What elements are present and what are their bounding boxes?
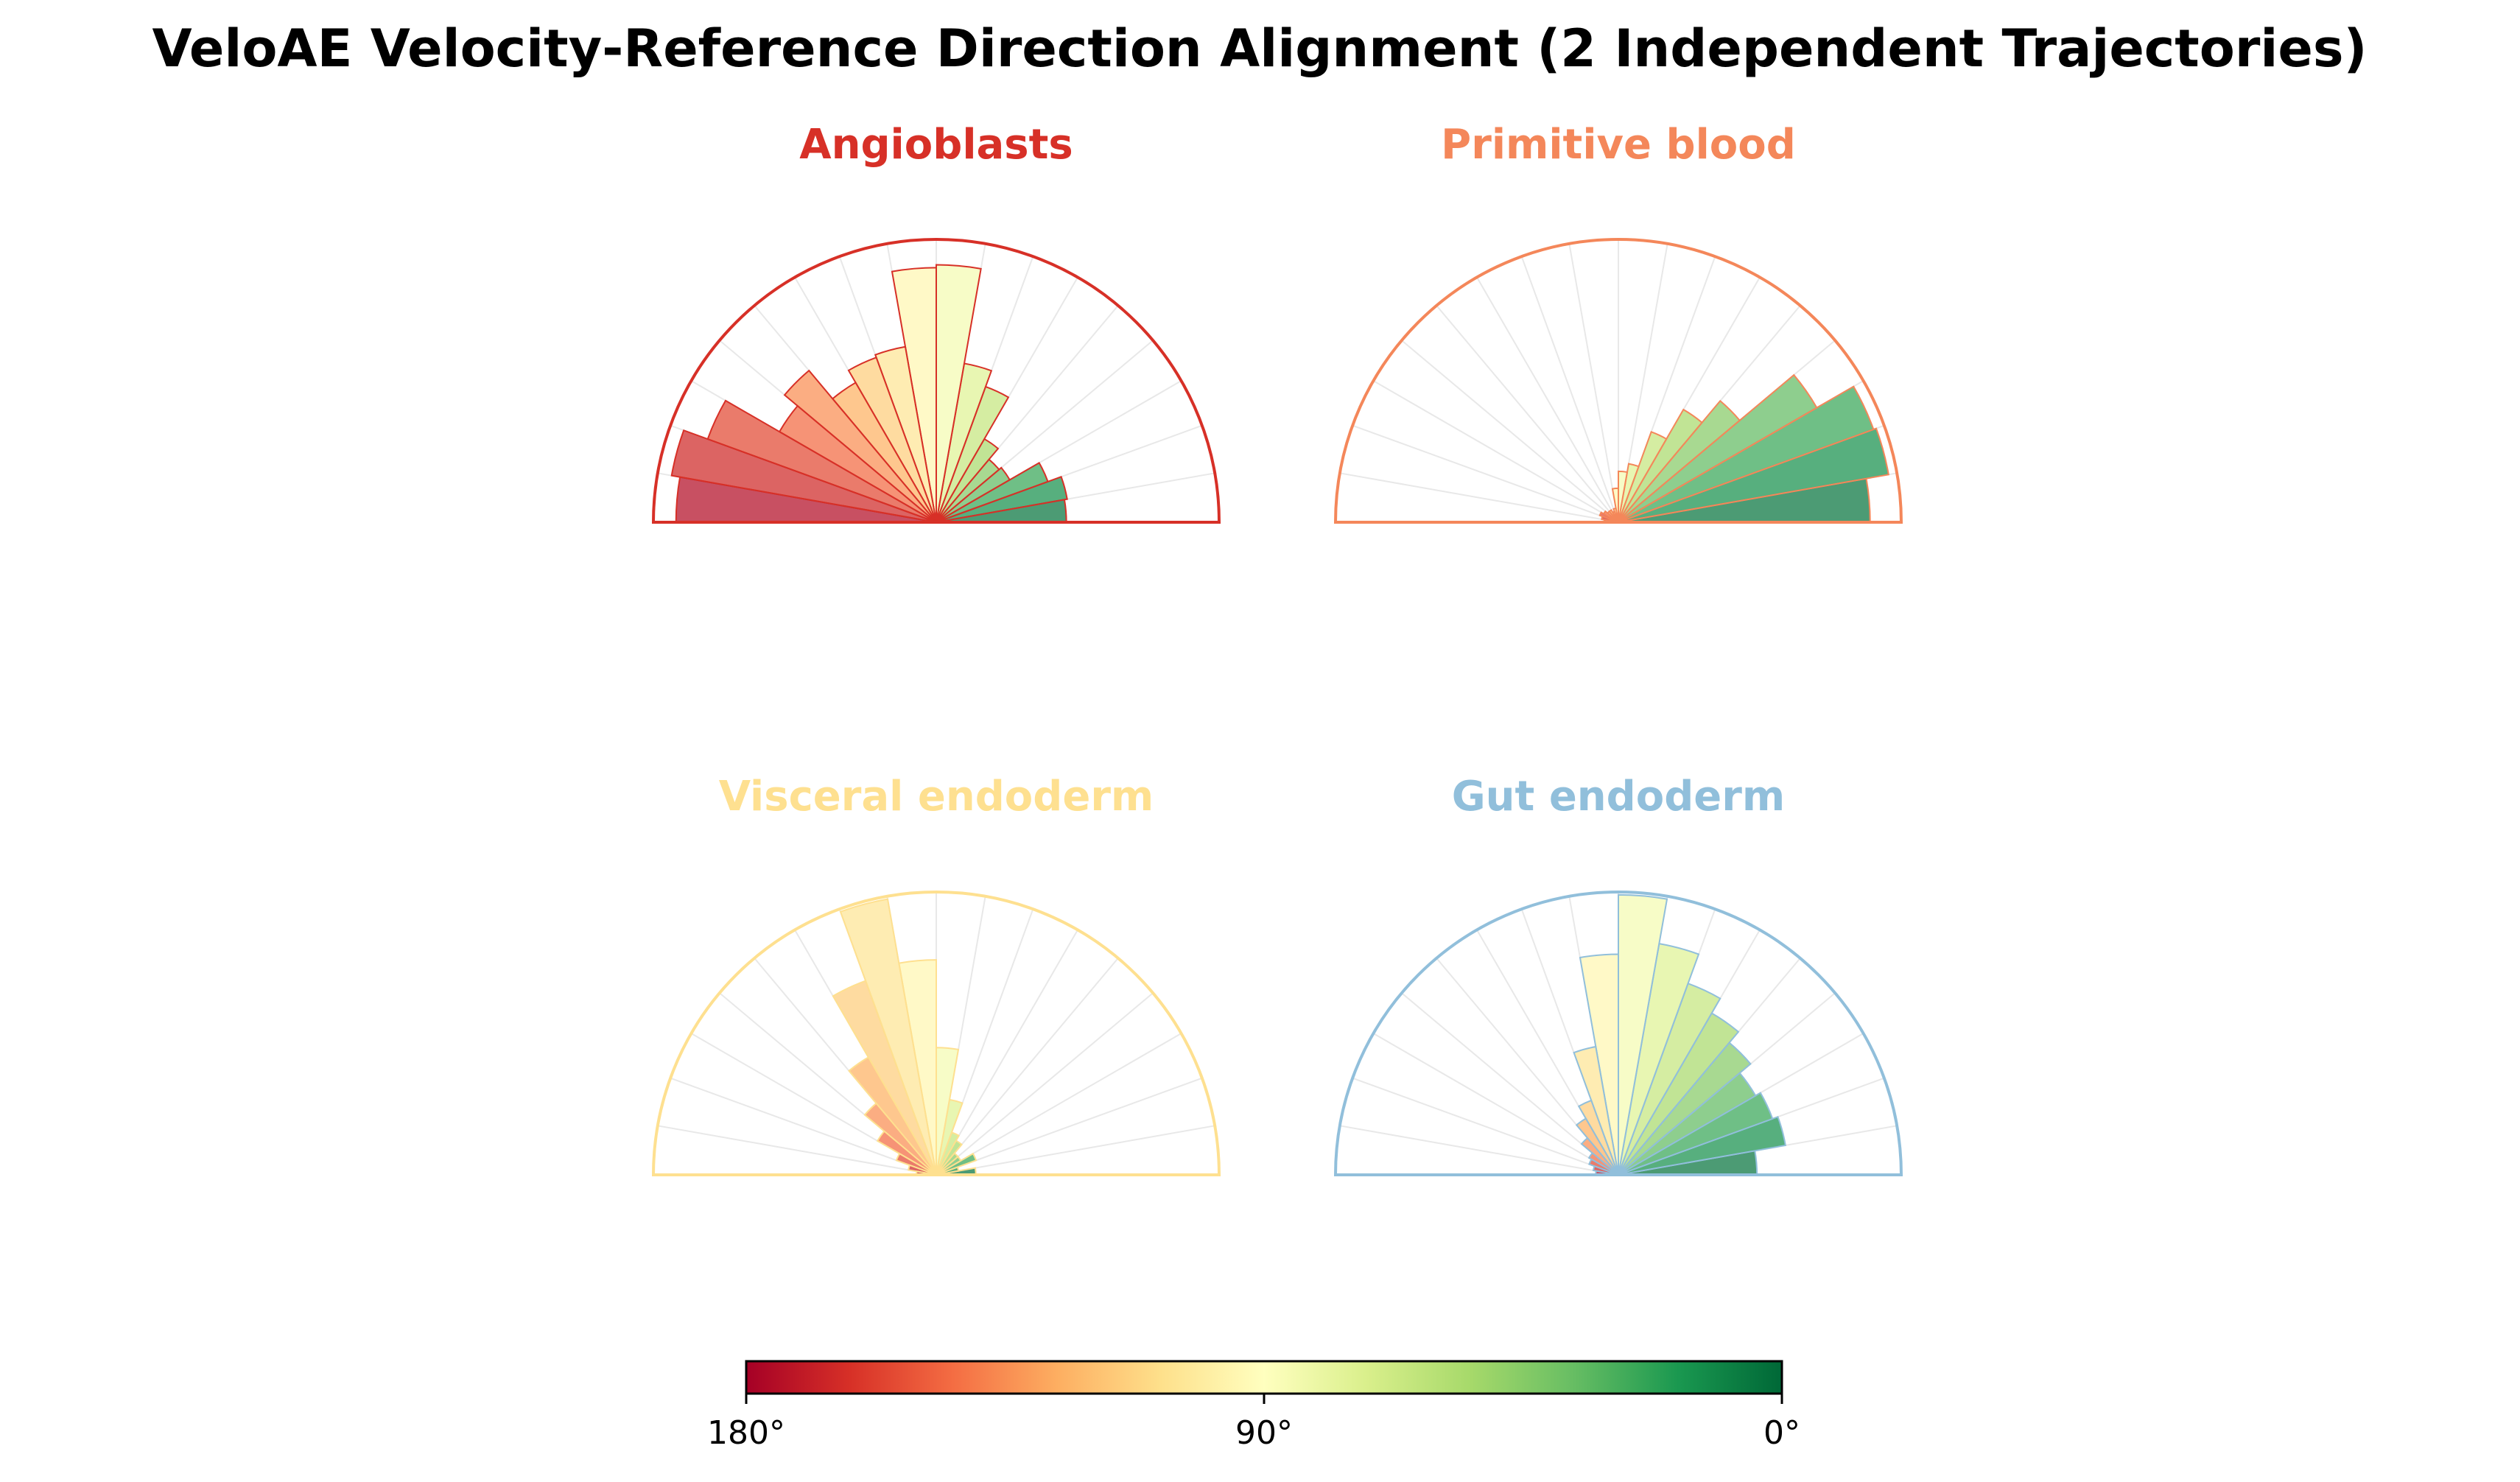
colorbar: 180° 90° 0° (707, 1360, 1800, 1452)
polar-frame (651, 238, 1221, 524)
colorbar-ticks: 180° 90° 0° (707, 1394, 1800, 1452)
radial-gridline (1372, 1033, 1619, 1176)
histogram-wedge (936, 264, 982, 523)
polar-panel-primitive-blood: Primitive blood (1333, 121, 1903, 524)
histogram-wedge (1587, 1151, 1619, 1176)
panel-title: Primitive blood (1441, 121, 1796, 169)
polar-frame (651, 891, 1221, 1176)
polar-frame (1333, 238, 1903, 524)
histogram-wedge (670, 429, 937, 523)
histogram-wedge (936, 461, 1049, 523)
histogram-wedge (783, 369, 937, 523)
radial-gridline (936, 992, 1154, 1176)
histogram-wedge (1618, 408, 1703, 523)
histogram-wedge (908, 1164, 937, 1176)
histogram-wedge (876, 1130, 937, 1176)
histogram-wedge (839, 898, 937, 1176)
radial-gridline (670, 1077, 937, 1176)
histogram-wedge (1618, 399, 1741, 523)
histogram-wedge (1618, 1092, 1774, 1176)
histogram-wedge (847, 356, 937, 523)
radial-gridline (1339, 1125, 1619, 1176)
polar-panel-angioblasts: Angioblasts (651, 121, 1221, 524)
radial-gridline (1372, 380, 1619, 523)
histogram-wedge (1618, 385, 1875, 523)
colorbar-gradient (745, 1360, 1783, 1395)
histogram-wedge (863, 1102, 937, 1176)
radial-gridline (657, 1125, 937, 1176)
panel-title: Gut endoderm (1452, 773, 1786, 821)
radial-gridline (1401, 340, 1619, 523)
histogram-wedge (1592, 1165, 1619, 1176)
histogram-wedge (1618, 463, 1640, 523)
histogram-wedge (1580, 1137, 1619, 1176)
colorbar-tick-label: 0° (1763, 1414, 1800, 1452)
radial-gridline (936, 958, 1119, 1176)
histogram-wedge (1575, 1117, 1619, 1176)
colorbar-tick-label: 180° (707, 1414, 785, 1452)
radial-gridline (1352, 1077, 1619, 1176)
radial-gridline (936, 1125, 1215, 1176)
radial-gridline (1520, 256, 1619, 523)
radial-gridline (1339, 472, 1619, 523)
radial-gridline (936, 1033, 1182, 1176)
histogram-wedge (1618, 427, 1889, 523)
histogram-wedge (832, 980, 937, 1176)
colorbar-tick-label: 90° (1235, 1414, 1293, 1452)
histogram-wedge (1618, 470, 1629, 523)
radial-gridline (1568, 243, 1619, 523)
chart-title: VeloAE Velocity-Reference Direction Alig… (152, 18, 2368, 79)
radial-gridline (1436, 305, 1619, 523)
polar-panel-visceral-endoderm: Visceral endoderm (651, 773, 1221, 1176)
radial-gridline (936, 929, 1078, 1176)
histogram-wedge (936, 466, 1011, 523)
histogram-wedge (895, 1152, 937, 1176)
polar-frame (1333, 891, 1903, 1176)
radial-gridline (936, 1077, 1203, 1176)
panel-title: Visceral endoderm (719, 773, 1154, 821)
panels: Angioblasts Primitive blood Visceral endod… (651, 121, 1903, 1176)
histogram-wedge (1588, 1158, 1619, 1176)
radial-gridline (1352, 424, 1619, 523)
panel-title: Angioblasts (799, 121, 1073, 169)
histogram-wedge (1618, 893, 1668, 1176)
histogram-wedge (848, 1056, 937, 1176)
polar-panel-gut-endoderm: Gut endoderm (1333, 773, 1903, 1176)
histogram-wedge (1618, 373, 1818, 523)
radial-gridline (1476, 276, 1619, 523)
histogram-wedge (1618, 431, 1668, 523)
